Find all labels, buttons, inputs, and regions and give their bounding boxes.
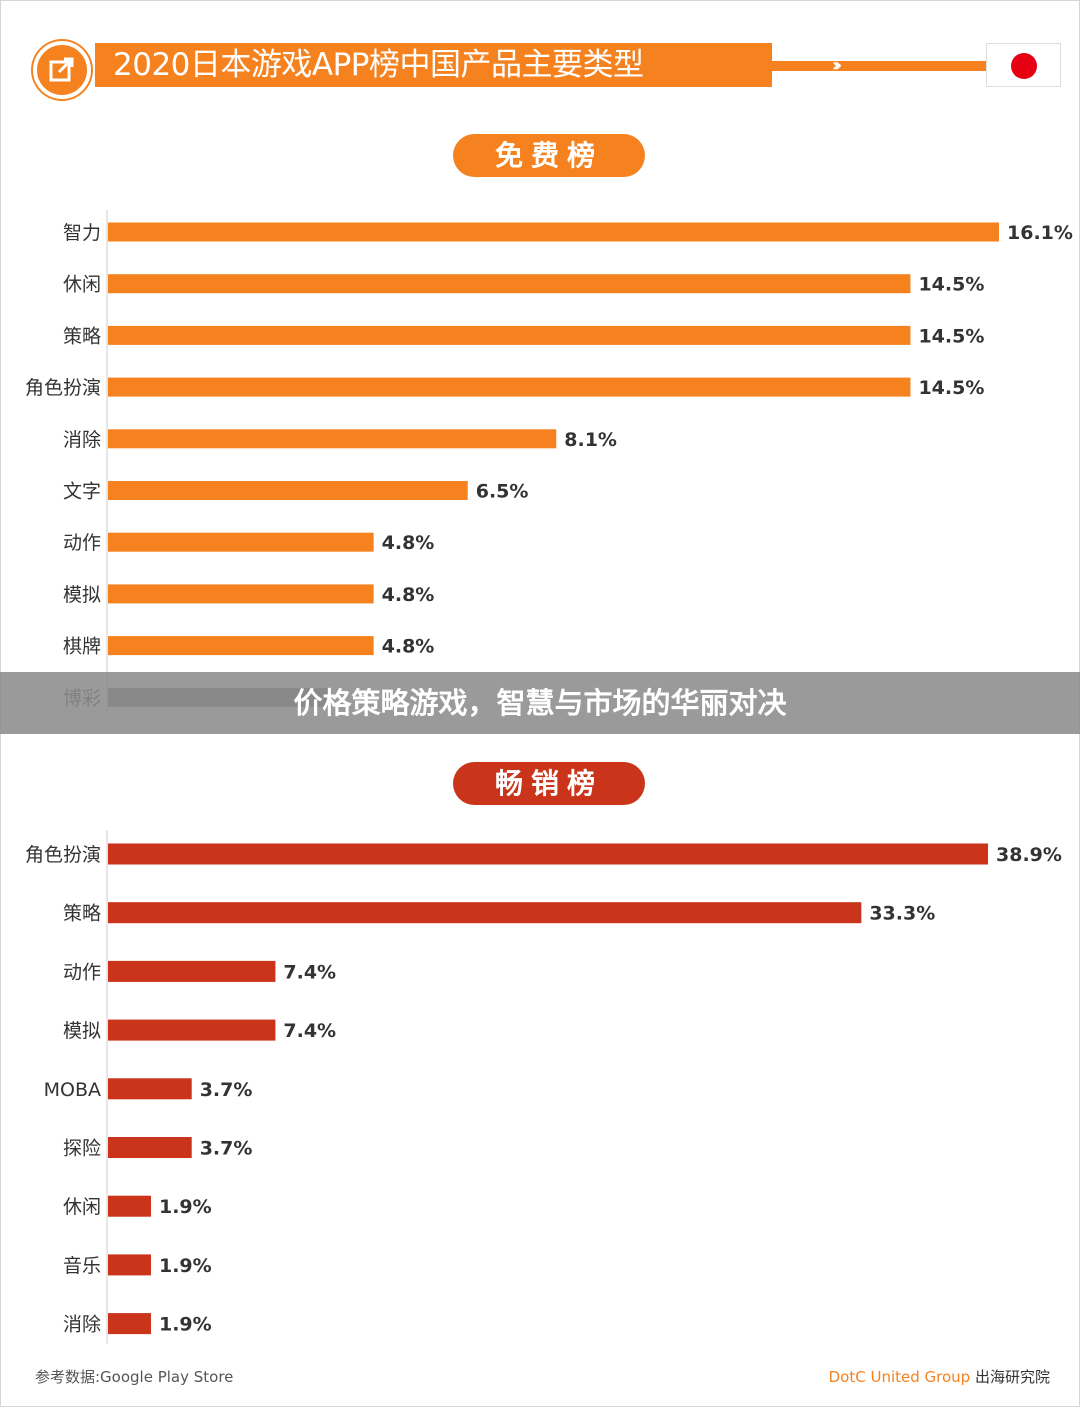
bar xyxy=(108,429,557,449)
chevron-right-icon: ››› xyxy=(832,55,843,76)
category-label: 音乐 xyxy=(63,1255,101,1277)
page-title: 2020日本游戏APP榜中国产品主要类型 xyxy=(95,43,772,87)
data-label: 14.5% xyxy=(918,325,984,347)
category-label: 模拟 xyxy=(63,584,101,606)
category-label: 策略 xyxy=(63,325,101,347)
bar xyxy=(108,1078,192,1100)
overlay-banner: 价格策略游戏，智慧与市场的华丽对决 xyxy=(0,672,1080,734)
data-label: 3.7% xyxy=(200,1079,253,1101)
data-label: 8.1% xyxy=(564,429,617,451)
bar xyxy=(108,1137,192,1158)
footer-credit: DotC United Group 出海研究院 xyxy=(829,1366,1050,1387)
data-label: 3.7% xyxy=(200,1138,253,1160)
data-label: 4.8% xyxy=(382,532,435,554)
category-label: 角色扮演 xyxy=(25,377,101,399)
data-label: 7.4% xyxy=(283,961,336,983)
category-label: 棋牌 xyxy=(63,636,101,658)
bar xyxy=(108,960,276,982)
category-label: 智力 xyxy=(63,222,101,244)
data-label: 38.9% xyxy=(996,844,1062,866)
category-label: 动作 xyxy=(63,532,101,554)
data-label: 6.5% xyxy=(476,481,529,503)
data-label: 1.9% xyxy=(159,1314,212,1336)
brand-name: DotC United Group xyxy=(828,1368,971,1386)
free-bar-chart: 智力 16.1% 休闲 14.5% 策略 14.5% 角色扮演 14.5% 消除 8.1% 文字 6.… xyxy=(25,210,1073,718)
category-label: 休闲 xyxy=(63,274,101,296)
institute-name: 出海研究院 xyxy=(974,1368,1050,1386)
bar xyxy=(108,1019,276,1041)
category-label: 休闲 xyxy=(63,1196,101,1218)
data-label: 1.9% xyxy=(159,1255,212,1277)
bar xyxy=(108,1254,151,1276)
bar xyxy=(108,636,374,656)
category-label: 消除 xyxy=(63,1314,101,1336)
category-label: 角色扮演 xyxy=(25,844,101,866)
bar xyxy=(108,843,988,865)
paid-bar-chart: 角色扮演 38.9% 策略 33.3% 动作 7.4% 模拟 7.4% MOBA 3.7% 探险 3.… xyxy=(25,830,1062,1344)
bar xyxy=(108,274,911,294)
category-label: 文字 xyxy=(63,481,101,503)
data-label: 14.5% xyxy=(918,377,984,399)
data-label: 14.5% xyxy=(918,274,984,296)
bar xyxy=(108,222,999,242)
bar xyxy=(108,481,468,500)
bar xyxy=(108,1195,151,1217)
data-label: 7.4% xyxy=(283,1020,336,1042)
data-label: 4.8% xyxy=(382,584,435,606)
bar xyxy=(108,1313,151,1335)
data-label: 1.9% xyxy=(159,1196,212,1218)
bar xyxy=(108,532,374,552)
header-rule xyxy=(770,61,988,71)
source-note: 参考数据:Google Play Store xyxy=(35,1368,234,1386)
share-icon xyxy=(33,41,91,99)
data-label: 33.3% xyxy=(869,903,935,925)
data-label: 4.8% xyxy=(382,636,435,658)
paid-chart-title: 畅销榜 xyxy=(453,762,645,805)
japan-flag-icon xyxy=(986,43,1061,87)
category-label: 模拟 xyxy=(63,1020,101,1042)
category-label: MOBA xyxy=(44,1079,101,1101)
bar xyxy=(108,325,911,345)
category-label: 策略 xyxy=(63,903,101,925)
free-chart-title: 免费榜 xyxy=(453,134,645,177)
category-label: 探险 xyxy=(63,1138,101,1160)
bar xyxy=(108,902,862,924)
bar xyxy=(108,377,911,397)
bar xyxy=(108,584,374,604)
category-label: 消除 xyxy=(63,429,101,451)
category-label: 动作 xyxy=(63,961,101,983)
data-label: 16.1% xyxy=(1007,222,1073,244)
